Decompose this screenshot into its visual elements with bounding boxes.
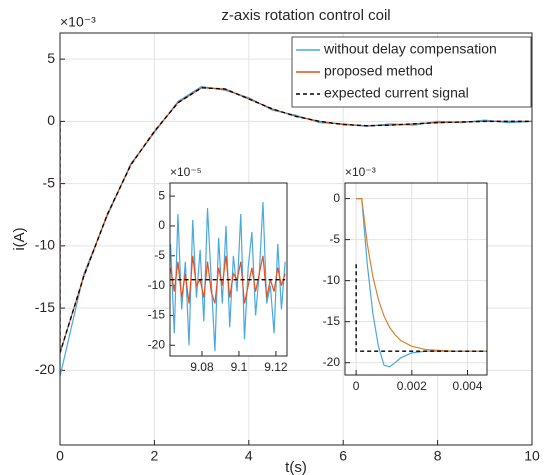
series-line [355,264,487,352]
y-tick-label: 5 [47,50,55,66]
plot-area [345,183,487,375]
y-tick-label: -15 [323,314,341,328]
y-axis-label: i(A) [11,227,28,250]
axis-multiplier: ×10⁻³ [345,165,376,179]
x-tick-label: 9.08 [190,360,214,374]
lines [60,85,532,377]
chart-1: 9.08 9.1 9.12 -20 -15 -10 -5 0 5 ×10⁻⁵ [148,165,288,374]
y-tick-label: -15 [35,299,55,315]
legend-label: expected current signal [324,85,469,101]
chart-title: z-axis rotation control coil [221,7,390,24]
y-tick-label: -5 [43,174,56,190]
lines [170,202,286,352]
chart-2: 0 0.002 0.004 -20 -15 -10 -5 0 ×10⁻³ [323,165,488,393]
y-tick-label: 0 [47,112,55,128]
plot-area [170,183,287,356]
y-tick-label: -5 [154,248,165,262]
y-tick-label: -5 [329,232,340,246]
y-tick-label: -20 [148,337,166,351]
x-tick-label: 0 [56,448,64,464]
x-tick-label: 0 [353,379,360,393]
axes-box [59,32,533,446]
y-tick-label: -20 [323,355,341,369]
axes-box [344,182,488,376]
y-tick-label: -10 [148,278,166,292]
x-tick-label: 0.004 [452,379,482,393]
x-axis-label: t(s) [285,459,307,475]
series-line [356,197,487,352]
y-tick-label: 0 [158,218,165,232]
x-tick-label: 10 [524,448,540,464]
x-tick-label: 9.12 [264,360,288,374]
axes-box [169,182,288,357]
series-line [60,87,532,354]
x-tick-label: 2 [151,448,159,464]
y-tick-label: -10 [35,237,55,253]
y-tick-label: -10 [323,273,341,287]
y-tick-label: -20 [35,361,55,377]
axis-multiplier: ×10⁻³ [60,14,96,30]
lines [355,197,487,368]
legend-box [291,36,532,108]
y-tick-label: 0 [333,191,340,205]
series-line [170,255,286,304]
y-tick-label: -15 [148,308,166,322]
legend-label: without delay compensation [323,41,497,57]
x-tick-label: 4 [245,448,253,464]
x-tick-label: 9.1 [231,360,248,374]
x-tick-label: 8 [434,448,442,464]
x-tick-label: 6 [339,448,347,464]
y-tick-label: 5 [158,188,165,202]
x-tick-label: 0.002 [397,379,427,393]
legend-label: proposed method [324,63,433,79]
axis-multiplier: ×10⁻⁵ [170,165,202,179]
